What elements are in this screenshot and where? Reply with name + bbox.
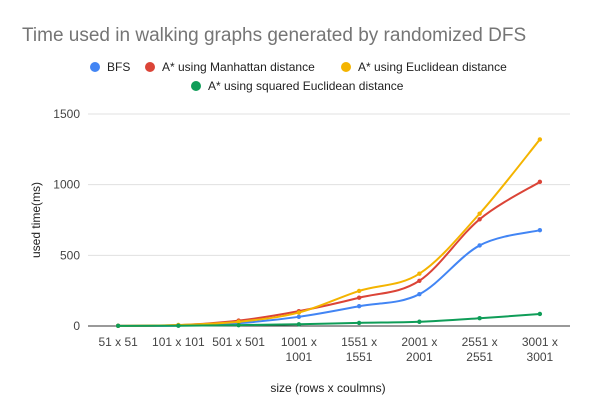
x-tick-label: 1001 x 1001 bbox=[281, 335, 317, 364]
x-axis-label: size (rows x coulmns) bbox=[270, 381, 385, 395]
data-point bbox=[356, 304, 362, 309]
data-point bbox=[296, 310, 302, 315]
series-group bbox=[115, 137, 543, 329]
series-line bbox=[118, 229, 541, 327]
series-group bbox=[115, 311, 543, 329]
data-point bbox=[537, 227, 543, 233]
data-point bbox=[356, 295, 362, 300]
x-axis-ticks: 51 x 51 101 x 101 501 x 501 1001 x 1001 1551 … bbox=[98, 335, 557, 364]
series-line bbox=[118, 312, 540, 327]
data-point bbox=[477, 243, 482, 248]
legend-label: BFS bbox=[107, 60, 130, 74]
x-tick-label: 1551 x 1551 bbox=[341, 335, 377, 364]
data-point bbox=[356, 288, 362, 294]
data-point bbox=[236, 322, 241, 328]
legend-item: A* using Manhattan distance bbox=[145, 60, 315, 74]
x-tick-label-line: 501 x 501 bbox=[212, 335, 265, 349]
data-point bbox=[417, 292, 422, 297]
data-point bbox=[417, 278, 422, 283]
data-point bbox=[477, 316, 482, 321]
x-tick-label-line: 3001 x bbox=[522, 335, 558, 349]
data-point bbox=[537, 179, 543, 185]
legend-marker bbox=[191, 81, 201, 91]
x-tick-label-line: 51 x 51 bbox=[98, 335, 138, 349]
legend-label: A* using Euclidean distance bbox=[358, 60, 507, 74]
x-tick-label-line: 2551 bbox=[466, 350, 493, 364]
x-tick-label-line: 1001 x bbox=[281, 335, 317, 349]
y-axis-label: used time(ms) bbox=[29, 182, 43, 258]
x-tick-label: 101 x 101 bbox=[152, 335, 205, 349]
series-group bbox=[115, 179, 543, 329]
data-point bbox=[296, 314, 302, 320]
legend-label: A* using Manhattan distance bbox=[162, 60, 315, 74]
data-point bbox=[356, 320, 362, 326]
legend-marker bbox=[341, 62, 351, 72]
data-point bbox=[537, 137, 543, 142]
data-point bbox=[417, 319, 422, 324]
x-tick-label-line: 3001 bbox=[527, 350, 554, 364]
data-point bbox=[115, 323, 121, 329]
legend-item: BFS bbox=[90, 60, 130, 74]
series-lines bbox=[115, 137, 543, 329]
legend: BFS A* using Manhattan distance A* using E… bbox=[90, 60, 507, 93]
series-line bbox=[118, 180, 541, 327]
y-tick-label: 1000 bbox=[53, 178, 80, 192]
y-tick-label: 0 bbox=[73, 319, 80, 333]
x-tick-label: 51 x 51 bbox=[98, 335, 138, 349]
legend-marker bbox=[90, 62, 100, 72]
data-point bbox=[417, 271, 422, 276]
legend-marker bbox=[145, 62, 155, 72]
x-tick-label-line: 1001 bbox=[286, 350, 313, 364]
data-point bbox=[236, 319, 241, 324]
x-tick-label-line: 2551 x bbox=[462, 335, 498, 349]
chart-title: Time used in walking graphs generated by… bbox=[22, 25, 526, 46]
x-tick-label-line: 2001 bbox=[406, 350, 433, 364]
series-group bbox=[115, 227, 543, 329]
x-tick-label: 501 x 501 bbox=[212, 335, 265, 349]
x-tick-label-line: 101 x 101 bbox=[152, 335, 205, 349]
x-tick-label: 2001 x 2001 bbox=[401, 335, 437, 364]
legend-item: A* using squared Euclidean distance bbox=[191, 79, 404, 93]
x-tick-label: 3001 x 3001 bbox=[522, 335, 558, 364]
legend-label: A* using squared Euclidean distance bbox=[208, 79, 404, 93]
data-point bbox=[537, 311, 543, 317]
legend-item: A* using Euclidean distance bbox=[341, 60, 507, 74]
data-point bbox=[477, 211, 482, 216]
y-tick-label: 500 bbox=[60, 248, 80, 262]
gridlines bbox=[88, 113, 570, 327]
x-tick-label-line: 2001 x bbox=[401, 335, 437, 349]
data-point bbox=[296, 322, 302, 327]
x-tick-label-line: 1551 x bbox=[341, 335, 377, 349]
data-point bbox=[176, 323, 181, 328]
series-line bbox=[118, 138, 541, 327]
x-tick-label-line: 1551 bbox=[346, 350, 373, 364]
x-tick-label: 2551 x 2551 bbox=[462, 335, 498, 364]
y-tick-label: 1500 bbox=[53, 107, 80, 121]
data-point bbox=[477, 217, 482, 222]
y-axis-ticks: 0 500 1000 1500 bbox=[53, 107, 80, 333]
